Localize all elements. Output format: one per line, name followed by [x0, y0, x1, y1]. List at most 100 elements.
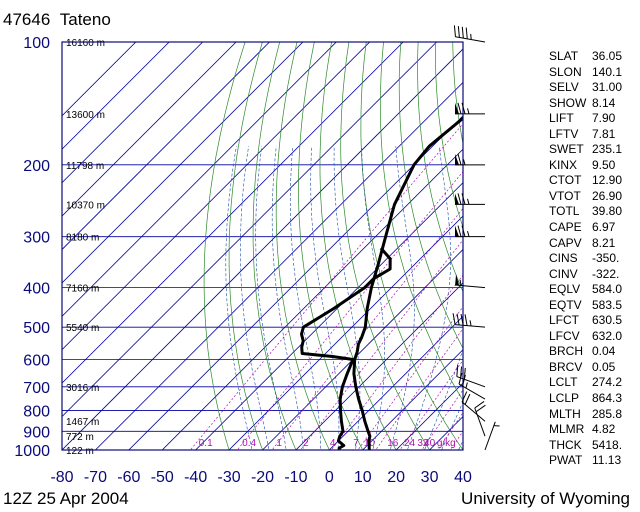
index-value: 8.14	[592, 95, 616, 110]
index-value: 864.3	[592, 391, 623, 406]
sounding-profiles	[300, 116, 463, 450]
dry-adiabat-line	[360, 42, 463, 450]
index-value: 6.97	[592, 220, 616, 235]
index-row: LCLP 864.3	[549, 391, 637, 407]
height-label: 3016 m	[66, 383, 99, 394]
index-row: CAPV 8.21	[549, 236, 637, 252]
index-row: CAPE 6.97	[549, 220, 637, 236]
index-row: SHOW 8.14	[549, 96, 637, 112]
dry-adiabat-line	[435, 42, 463, 229]
height-labels: 16160 m 13600 m 11798 m 10370 m 8180 m 7160 m…	[66, 38, 105, 457]
index-row: CINS -350.	[549, 251, 637, 267]
index-row: PWAT 11.13	[549, 453, 637, 469]
dry-adiabat-line	[203, 42, 246, 450]
index-row: LIFT 7.90	[549, 111, 637, 127]
isotherm-line	[261, 248, 463, 450]
pressure-axis: 100 200 300 400 500 600 700 800 900 1000	[14, 35, 50, 460]
moist-adiabat-line	[255, 146, 287, 450]
isotherm-line	[128, 115, 463, 450]
pressure-tick-label: 400	[23, 281, 50, 298]
index-name: LFCV	[549, 328, 580, 343]
index-name: SELV	[549, 80, 579, 95]
moist-adiabat-line	[225, 146, 253, 450]
temperature-tick-label: -50	[151, 469, 174, 486]
mixing-ratio-label: 1	[276, 438, 282, 449]
temperature-tick-label: 30	[421, 469, 439, 486]
plot-frame	[61, 41, 464, 451]
index-value: 584.0	[592, 282, 623, 297]
wind-barb	[461, 391, 486, 422]
isotherm-line	[395, 382, 463, 450]
isotherm-line	[195, 182, 463, 450]
moist-adiabat-line	[271, 146, 304, 450]
index-value: 140.1	[592, 64, 623, 79]
station-id: 47646	[3, 10, 51, 29]
isotherm-line	[228, 215, 463, 450]
index-row: CINV -322.	[549, 267, 637, 283]
index-name: MLTH	[549, 406, 581, 421]
height-label: 11798 m	[66, 161, 104, 172]
index-name: SHOW	[549, 95, 587, 110]
index-value: 583.5	[592, 297, 623, 312]
dry-adiabat-line	[275, 42, 330, 450]
moist-adiabat-line	[406, 146, 451, 450]
mixing-ratio-label: g/kg	[437, 438, 456, 449]
dry-adiabat-line	[417, 42, 463, 293]
mixing-ratio-line	[236, 171, 463, 450]
mixing-ratio-label: 32	[417, 438, 429, 449]
index-value: 12.90	[592, 173, 623, 188]
isotherm-line	[62, 42, 137, 117]
station-name: Tateno	[59, 10, 111, 29]
pressure-tick-label: 200	[23, 158, 50, 175]
temperature-tick-label: 20	[387, 469, 405, 486]
temperature-tick-label: -80	[50, 469, 73, 486]
wind-barbs	[452, 25, 500, 451]
index-name: BRCV	[549, 359, 583, 374]
dry-adiabat-line	[298, 42, 364, 450]
isotherm-line	[62, 42, 271, 251]
index-value: 0.04	[592, 344, 616, 359]
isotherm-line	[295, 282, 463, 450]
index-row: SELV 31.00	[549, 80, 637, 96]
index-value: 5418.	[592, 437, 623, 452]
mixing-ratio-line	[189, 123, 463, 450]
temperature-profile	[352, 116, 463, 450]
index-row: BRCV 0.05	[549, 360, 637, 376]
wind-barb	[484, 421, 500, 451]
isotherm-line	[62, 42, 404, 384]
temperature-tick-label: -10	[284, 469, 307, 486]
index-row: VTOT 26.90	[549, 189, 637, 205]
temperature-tick-label: 40	[454, 469, 472, 486]
mixing-ratio-line	[271, 207, 463, 450]
isotherm-line	[328, 315, 463, 450]
index-name: EQLV	[549, 282, 581, 297]
mixing-ratio-label: 2	[303, 438, 309, 449]
temperature-axis: -80 -70 -60 -50 -40 -30 -20 -10 0 10 20 30 40	[50, 469, 472, 486]
index-name: CTOT	[549, 173, 582, 188]
index-name: LCLP	[549, 391, 580, 406]
isotherm-line	[62, 42, 237, 217]
isotherm-line	[62, 42, 337, 317]
pressure-tick-label: 900	[23, 424, 50, 441]
index-name: MLMR	[549, 422, 585, 437]
index-name: EQTV	[549, 297, 582, 312]
index-row: EQLV 584.0	[549, 282, 637, 298]
height-label: 16160 m	[66, 38, 105, 49]
index-row: BRCH 0.04	[549, 344, 637, 360]
guide-lines	[62, 42, 463, 450]
index-value: 4.82	[592, 422, 616, 437]
index-name: THCK	[549, 437, 582, 452]
dry-adiabat-line	[398, 42, 463, 350]
index-row: MLTH 285.8	[549, 407, 637, 423]
index-value: 31.00	[592, 80, 623, 95]
mixing-ratio-label: 0.4	[242, 438, 256, 449]
mixing-ratio-label: 0.1	[199, 438, 213, 449]
pressure-tick-label: 300	[23, 230, 50, 247]
index-row: TOTL 39.80	[549, 204, 637, 220]
index-name: PWAT	[549, 453, 583, 468]
index-name: BRCH	[549, 344, 584, 359]
index-value: 285.8	[592, 406, 623, 421]
index-row: MLMR 4.82	[549, 422, 637, 438]
height-label: 5540 m	[66, 323, 99, 334]
